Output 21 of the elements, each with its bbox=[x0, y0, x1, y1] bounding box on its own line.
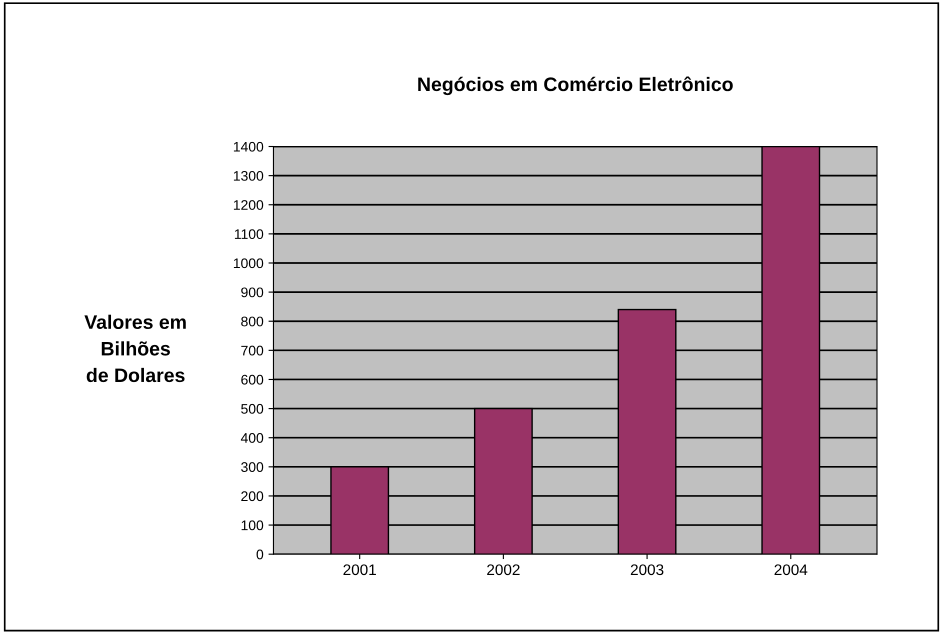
y-tick-label: 300 bbox=[241, 462, 264, 472]
chart-title: Negócios em Comércio Eletrônico bbox=[418, 76, 733, 96]
y-tick-label: 1000 bbox=[234, 258, 264, 268]
y-tick-label: 1300 bbox=[234, 170, 264, 181]
y-axis-title: Valores em Bilhões de Dolares bbox=[84, 314, 186, 382]
y-tick-label: 1400 bbox=[234, 142, 264, 152]
x-tick-label: 2004 bbox=[774, 564, 808, 576]
x-tick-label: 2002 bbox=[487, 564, 520, 576]
y-tick-label: 1200 bbox=[234, 200, 264, 210]
y-tick-label: 600 bbox=[241, 374, 264, 385]
y-tick-label: 1100 bbox=[234, 229, 264, 240]
y-tick-label: 700 bbox=[241, 346, 264, 356]
y-tick-label: 0 bbox=[256, 550, 264, 560]
x-tick-label: 2001 bbox=[343, 564, 376, 576]
y-tick-label: 200 bbox=[241, 491, 264, 502]
y-tick-label: 500 bbox=[241, 404, 264, 414]
y-tick-label: 100 bbox=[242, 520, 264, 530]
y-tick-label: 800 bbox=[241, 316, 264, 326]
x-tick-label: 2003 bbox=[630, 564, 664, 576]
y-tick-label: 900 bbox=[241, 287, 264, 298]
y-tick-label: 400 bbox=[240, 433, 264, 443]
